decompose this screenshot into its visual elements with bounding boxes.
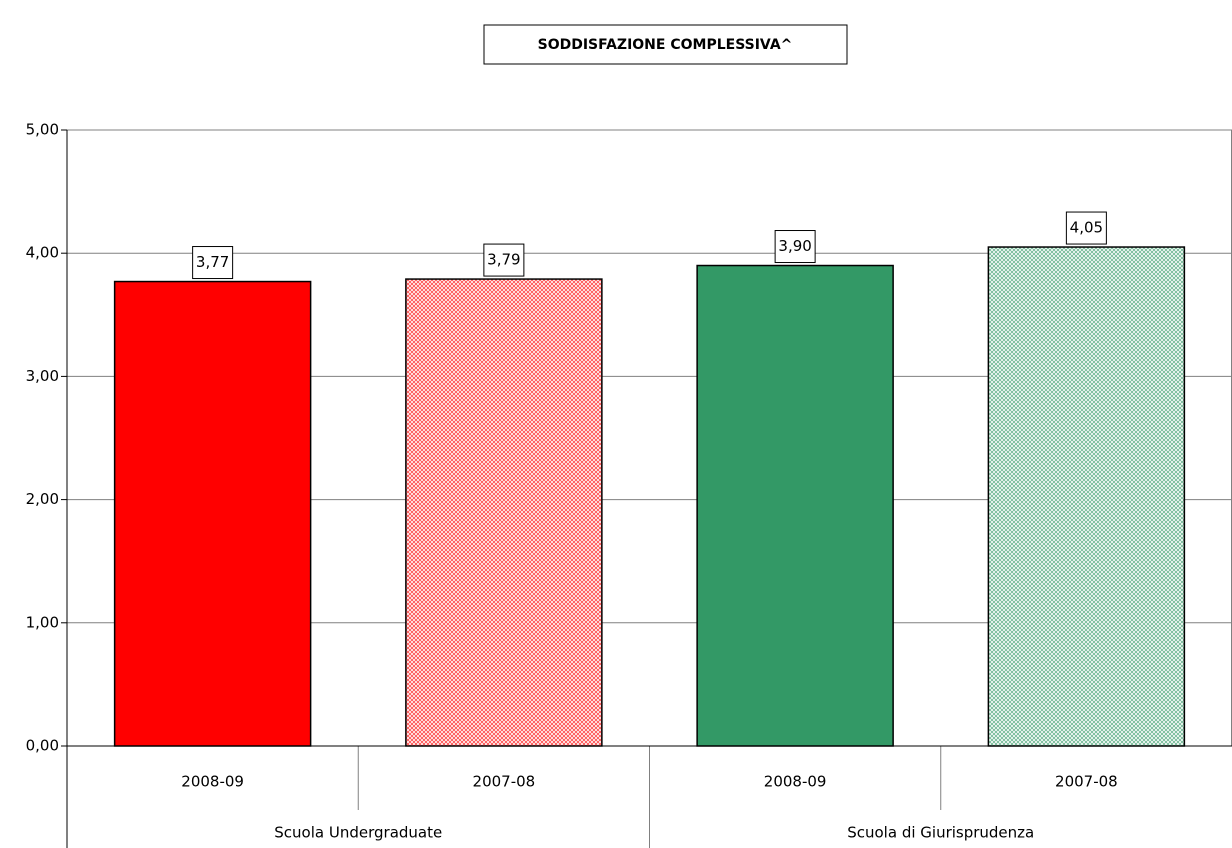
y-tick-label: 3,00 [26,367,59,385]
value-label: 3,79 [487,251,520,269]
bar [987,246,1186,747]
x-tick-label: 2008-09 [181,773,244,791]
title-box [483,24,848,65]
x-tick-label: 2008-09 [764,773,827,791]
value-label-box [774,230,816,264]
y-tick-label: 0,00 [26,737,59,755]
y-tick-label: 5,00 [26,121,59,139]
value-label-box [1065,211,1107,245]
x-tick-label: 2007-08 [1055,773,1118,791]
chart-title: SODDISFAZIONE COMPLESSIVA^ [538,37,793,53]
y-tick-label: 4,00 [26,244,59,262]
y-tick-label: 2,00 [26,490,59,508]
value-label: 3,90 [778,237,811,255]
y-tick-label: 1,00 [26,613,59,631]
bar [113,280,312,747]
value-label: 4,05 [1070,219,1103,237]
value-label: 3,77 [196,253,229,271]
group-label: Scuola di Giurisprudenza [847,824,1034,842]
x-tick-label: 2007-08 [473,773,536,791]
value-label-box [483,243,525,277]
bar [405,278,603,747]
value-label-box [192,246,234,280]
group-label: Scuola Undergraduate [274,824,442,842]
bar [696,264,894,747]
